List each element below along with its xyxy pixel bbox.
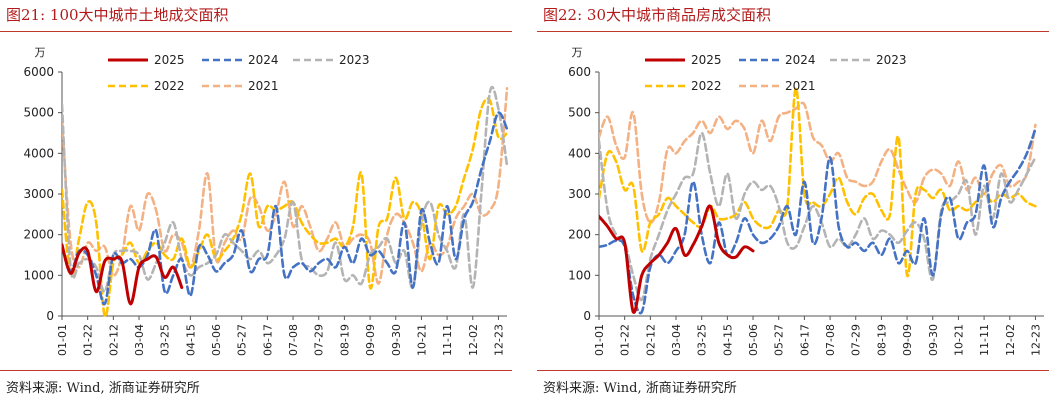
y-tick-label: 600 (568, 65, 591, 79)
x-tick-label: 10-21 (415, 324, 428, 356)
series-line-2023 (599, 131, 1037, 302)
x-tick-label: 11-11 (978, 324, 991, 356)
title-divider (537, 31, 1049, 32)
housing-transaction-chart: 万 0 100 200 300 400 500 600 01-01 01-22 02-12 03-04… (568, 46, 1044, 356)
x-tick-label: 02-12 (644, 324, 657, 356)
legend-label-2024: 2024 (785, 53, 816, 67)
y-tick-label: 5000 (23, 106, 54, 120)
y-tick-label: 0 (583, 309, 591, 323)
y-tick-label: 300 (568, 187, 591, 201)
x-tick-label: 04-15 (721, 324, 734, 356)
series-line-2022 (599, 86, 1037, 278)
x-tick-label: 12-02 (467, 324, 480, 356)
series-line-2021 (599, 101, 1037, 224)
y-tick-label: 0 (46, 309, 54, 323)
title-divider (0, 31, 512, 32)
x-tick-label: 09-30 (390, 324, 403, 356)
series-line-2024 (599, 127, 1037, 315)
y-unit-label: 万 (35, 46, 46, 59)
series-line-2022 (62, 97, 509, 318)
legend-label-2022: 2022 (154, 79, 185, 93)
legend-label-2023: 2023 (876, 53, 907, 67)
x-tick-label: 03-25 (696, 324, 709, 356)
legend-label-2024: 2024 (248, 53, 279, 67)
x-tick-label: 01-01 (593, 324, 606, 356)
figure-title: 图21: 100大中城市土地成交面积 (6, 6, 229, 24)
x-tick-label: 07-08 (287, 324, 300, 356)
x-tick-label: 07-08 (824, 324, 837, 356)
x-tick-label: 01-01 (56, 324, 69, 356)
y-tick-label: 6000 (23, 65, 54, 79)
legend-label-2022: 2022 (691, 79, 722, 93)
y-tick-label: 400 (568, 146, 591, 160)
x-tick-label: 05-06 (210, 324, 223, 356)
chart-panel-housing: 图22: 30大中城市商品房成交面积 万 0 100 200 300 400 500 600 0… (537, 0, 1057, 402)
land-transaction-chart: 万 0 1000 2000 3000 4000 5000 6000 01-01 01-22 02-1… (23, 46, 509, 356)
x-tick-label: 03-04 (133, 324, 146, 356)
x-tick-label: 11-11 (441, 324, 454, 356)
x-tick-label: 06-17 (261, 324, 274, 356)
y-tick-label: 500 (568, 106, 591, 120)
x-tick-label: 02-12 (107, 324, 120, 356)
chart-panel-land: 图21: 100大中城市土地成交面积 万 0 1000 2000 3000 4000 500… (0, 0, 520, 402)
y-tick-label: 100 (568, 268, 591, 282)
x-tick-label: 09-09 (364, 324, 377, 356)
x-tick-label: 07-29 (313, 324, 326, 356)
source-note: 资料来源: Wind, 浙商证券研究所 (543, 381, 737, 396)
y-tick-label: 3000 (23, 187, 54, 201)
legend-label-2021: 2021 (248, 79, 279, 93)
x-tick-label: 01-22 (619, 324, 632, 356)
y-tick-label: 4000 (23, 146, 54, 160)
legend-label-2021: 2021 (785, 79, 816, 93)
x-tick-label: 08-19 (875, 324, 888, 356)
x-tick-label: 05-27 (773, 324, 786, 356)
x-tick-label: 03-25 (159, 324, 172, 356)
x-tick-label: 05-27 (236, 324, 249, 356)
source-note: 资料来源: Wind, 浙商证券研究所 (6, 381, 200, 396)
x-tick-label: 05-06 (747, 324, 760, 356)
y-tick-label: 1000 (23, 268, 54, 282)
figure-title: 图22: 30大中城市商品房成交面积 (543, 6, 771, 24)
source-divider (537, 370, 1049, 371)
x-tick-label: 08-19 (338, 324, 351, 356)
series-line-2025 (599, 204, 755, 314)
x-tick-label: 12-02 (1004, 324, 1017, 356)
x-tick-label: 12-23 (492, 324, 505, 356)
y-unit-label: 万 (572, 46, 583, 59)
x-tick-label: 10-21 (952, 324, 965, 356)
x-tick-label: 04-15 (184, 324, 197, 356)
legend-label-2023: 2023 (339, 53, 370, 67)
x-tick-label: 09-09 (901, 324, 914, 356)
legend-label-2025: 2025 (691, 53, 722, 67)
x-tick-label: 09-30 (927, 324, 940, 356)
x-tick-label: 07-29 (850, 324, 863, 356)
series-line-2024 (62, 111, 509, 306)
x-tick-label: 06-17 (798, 324, 811, 356)
source-divider (0, 370, 512, 371)
series-line-2025 (62, 243, 184, 306)
x-tick-label: 12-23 (1029, 324, 1042, 356)
x-tick-label: 01-22 (82, 324, 95, 356)
y-tick-label: 200 (568, 228, 591, 242)
series-line-2023 (62, 85, 509, 293)
y-tick-label: 2000 (23, 228, 54, 242)
x-tick-label: 03-04 (670, 324, 683, 356)
legend-label-2025: 2025 (154, 53, 185, 67)
